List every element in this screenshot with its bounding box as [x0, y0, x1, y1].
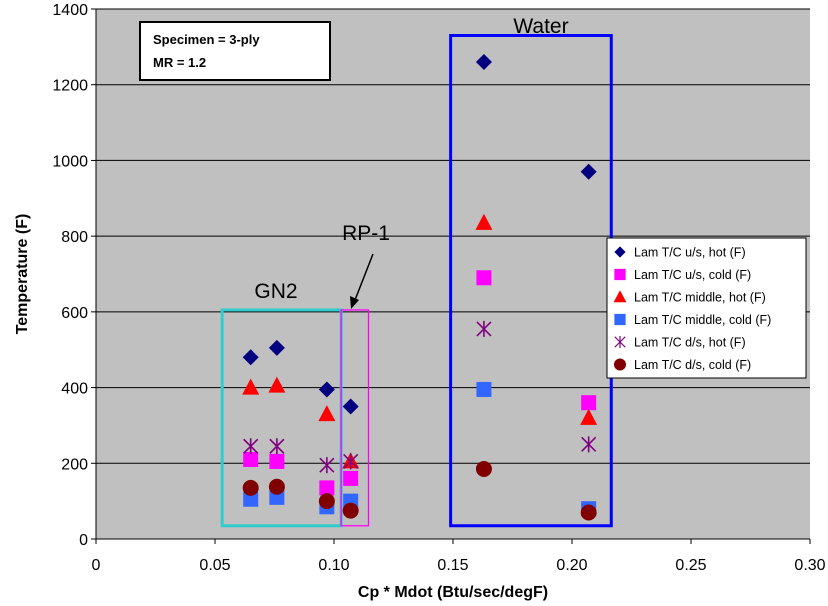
data-point	[580, 504, 597, 521]
data-points	[242, 54, 598, 521]
data-point	[581, 436, 597, 453]
data-point	[476, 320, 492, 337]
x-tick-label: 0.30	[794, 557, 825, 574]
legend-label: Lam T/C middle, cold (F)	[634, 313, 771, 327]
data-point	[242, 349, 259, 366]
data-point	[242, 378, 260, 395]
x-tick-label: 0.15	[437, 557, 468, 574]
legend-box	[606, 237, 807, 379]
data-point	[319, 480, 335, 496]
legend-label: Lam T/C d/s, cold (F)	[634, 358, 751, 372]
data-point	[475, 213, 493, 230]
legend-item: Lam T/C u/s, hot (F)	[614, 246, 746, 260]
data-point	[243, 491, 259, 507]
data-point	[476, 381, 492, 397]
x-axis-title: Cp * Mdot (Btu/sec/degF)	[358, 584, 548, 601]
rp1-group-label: RP-1	[342, 222, 390, 245]
y-tick-label: 800	[61, 229, 88, 246]
x-tick-label: 0.10	[318, 557, 349, 574]
legend-marker	[614, 336, 626, 348]
legend-label: Lam T/C u/s, cold (F)	[634, 268, 751, 282]
data-point	[342, 502, 359, 519]
legend-label: Lam T/C d/s, hot (F)	[634, 336, 746, 350]
data-point	[318, 381, 335, 398]
y-tick-label: 0	[79, 532, 88, 549]
data-point	[476, 270, 492, 286]
legend-marker	[613, 290, 627, 303]
data-point	[243, 452, 259, 467]
legend-label: Lam T/C u/s, hot (F)	[634, 246, 746, 260]
data-point	[242, 479, 259, 496]
group-box	[340, 309, 370, 527]
data-point	[580, 163, 597, 180]
data-point	[580, 408, 598, 425]
gn2-group-label: GN2	[254, 280, 297, 303]
water-group-label: Water	[513, 15, 568, 38]
legend-marker	[614, 246, 626, 258]
y-tick-label: 200	[61, 456, 88, 473]
data-point	[475, 460, 492, 477]
legend-item: Lam T/C d/s, hot (F)	[614, 336, 746, 350]
legend-item: Lam T/C middle, hot (F)	[613, 290, 766, 305]
legend-item: Lam T/C u/s, cold (F)	[614, 268, 751, 282]
legend-item: Lam T/C d/s, cold (F)	[614, 358, 751, 372]
legend-marker	[614, 268, 626, 281]
y-tick-label: 1400	[52, 2, 88, 19]
y-tick-label: 1000	[52, 153, 88, 170]
data-point	[318, 493, 335, 510]
legend-item: Lam T/C middle, cold (F)	[614, 313, 771, 327]
data-point	[243, 438, 259, 455]
data-point	[343, 470, 359, 486]
data-point	[318, 405, 336, 422]
data-point	[475, 54, 492, 70]
mixture-ratio-label: MR = 1.2	[153, 55, 206, 70]
data-point	[581, 395, 597, 411]
y-tick-label: 600	[61, 305, 88, 322]
axis-ticks: 0 200 400 600 800 1000 1200 1400 0 0.05 0.10 0.15 0.…	[52, 2, 825, 574]
data-point	[268, 376, 286, 393]
y-tick-label: 1200	[52, 78, 88, 95]
gridlines	[96, 8, 810, 464]
specimen-box: Specimen = 3-ply MR = 1.2	[139, 21, 331, 81]
x-tick-label: 0.05	[199, 557, 230, 574]
data-point	[268, 478, 285, 495]
data-point	[319, 457, 335, 474]
data-point	[343, 453, 359, 470]
legend-marker	[614, 313, 626, 326]
data-point	[268, 339, 285, 356]
data-point	[342, 398, 359, 415]
legend-label: Lam T/C middle, hot (F)	[634, 291, 766, 305]
specimen-label: Specimen = 3-ply	[153, 32, 260, 47]
x-tick-label: 0	[92, 557, 101, 574]
legend-marker	[614, 358, 626, 371]
data-point	[269, 453, 285, 469]
rp1-arrow	[350, 253, 374, 309]
y-tick-label: 400	[61, 381, 88, 398]
y-axis-title: Temperature (F)	[14, 214, 31, 335]
data-point	[269, 438, 285, 455]
x-tick-label: 0.25	[675, 557, 706, 574]
x-tick-label: 0.20	[556, 557, 587, 574]
legend: Lam T/C u/s, hot (F) Lam T/C u/s, cold (F…	[606, 237, 807, 379]
